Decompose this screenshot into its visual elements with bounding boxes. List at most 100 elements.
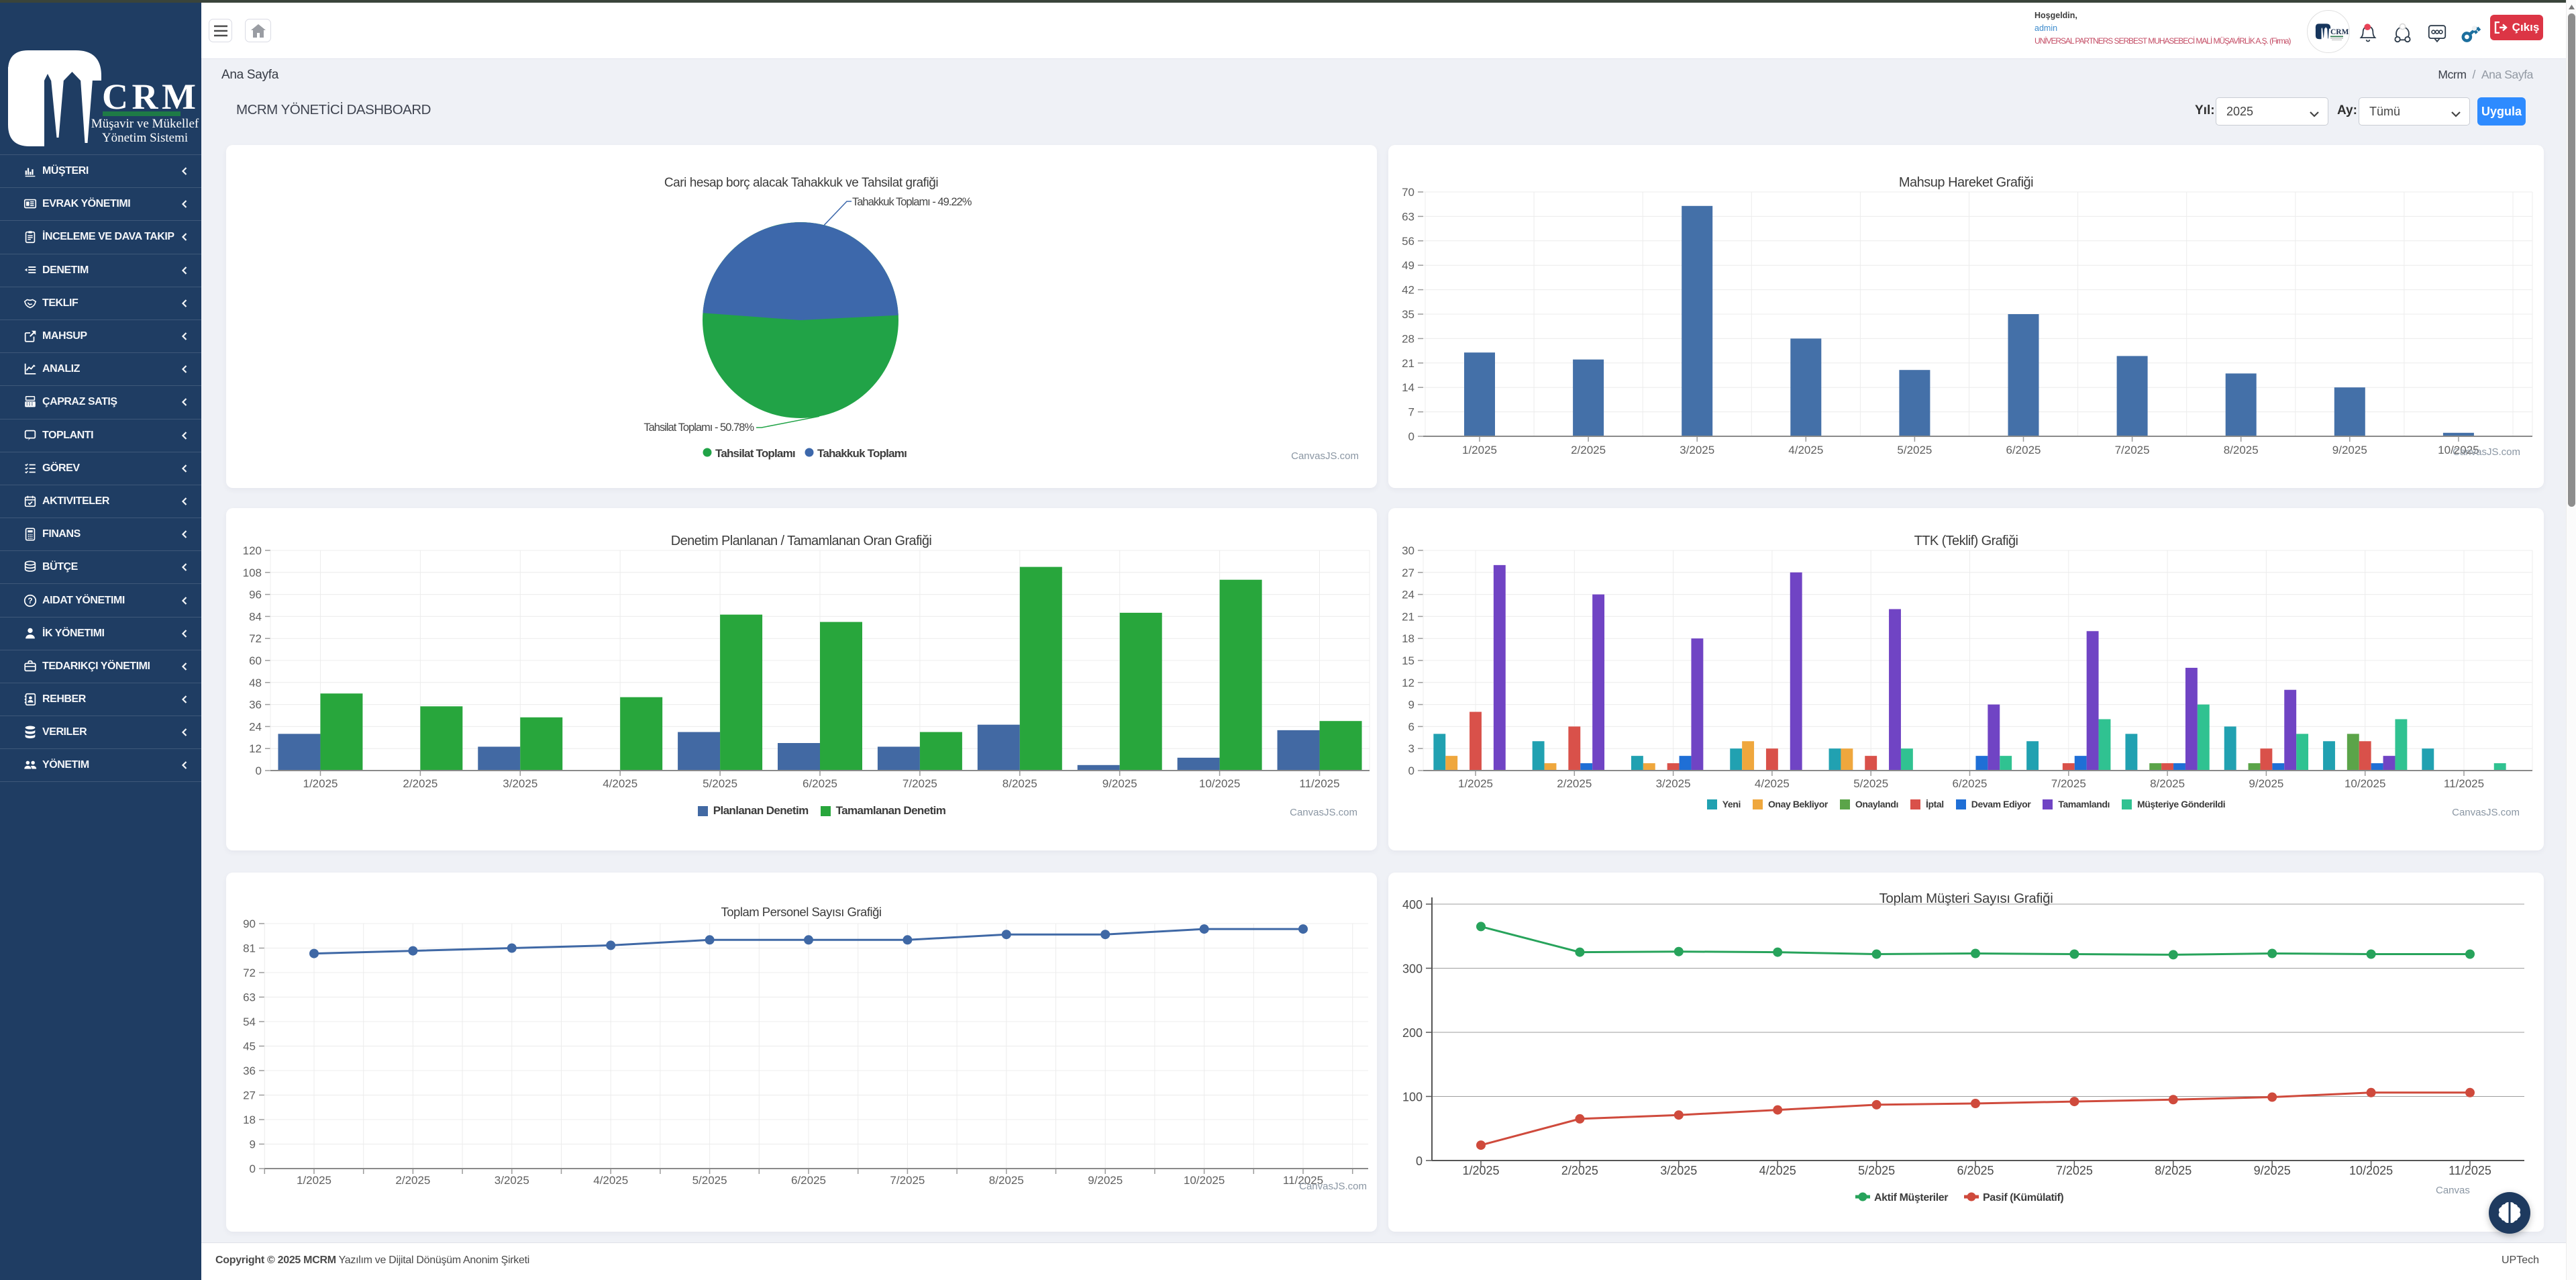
svg-text:2/2025: 2/2025 xyxy=(403,777,437,790)
svg-text:CanvasJS.com: CanvasJS.com xyxy=(2452,807,2520,818)
svg-text:2/2025: 2/2025 xyxy=(395,1174,430,1187)
svg-text:CanvasJS.com: CanvasJS.com xyxy=(1291,450,1359,462)
svg-text:9/2025: 9/2025 xyxy=(1102,777,1137,790)
svg-text:10/2025: 10/2025 xyxy=(1199,777,1240,790)
svg-text:36: 36 xyxy=(243,1065,256,1077)
svg-text:48: 48 xyxy=(249,677,262,689)
svg-text:6/2025: 6/2025 xyxy=(1953,777,1988,790)
svg-text:CanvasJS.com: CanvasJS.com xyxy=(2453,446,2520,458)
svg-text:4/2025: 4/2025 xyxy=(593,1174,628,1187)
svg-text:CanvasJS.com: CanvasJS.com xyxy=(1290,807,1357,818)
svg-text:0: 0 xyxy=(1408,430,1414,443)
svg-text:12: 12 xyxy=(249,742,262,755)
svg-text:9: 9 xyxy=(1408,699,1414,711)
svg-text:7/2025: 7/2025 xyxy=(2056,1164,2093,1177)
svg-text:18: 18 xyxy=(243,1114,256,1126)
svg-text:100: 100 xyxy=(1402,1091,1423,1104)
svg-text:5/2025: 5/2025 xyxy=(703,777,737,790)
svg-text:12: 12 xyxy=(1402,677,1414,689)
svg-text:Canvas: Canvas xyxy=(2436,1185,2470,1196)
svg-text:CRM: CRM xyxy=(2330,28,2349,36)
svg-text:7/2025: 7/2025 xyxy=(2051,777,2086,790)
svg-text:0: 0 xyxy=(250,1163,256,1175)
svg-text:6/2025: 6/2025 xyxy=(803,777,837,790)
svg-text:3/2025: 3/2025 xyxy=(495,1174,529,1187)
svg-text:24: 24 xyxy=(249,720,262,733)
svg-text:5/2025: 5/2025 xyxy=(1858,1164,1895,1177)
svg-text:7: 7 xyxy=(1408,406,1414,419)
svg-text:5/2025: 5/2025 xyxy=(692,1174,727,1187)
svg-text:36: 36 xyxy=(249,699,262,711)
svg-text:200: 200 xyxy=(1402,1026,1423,1040)
svg-text:Denetim Planlanan / Tamamlanan: Denetim Planlanan / Tamamlanan Oran Graf… xyxy=(671,534,932,548)
svg-text:Tahakkuk Toplamı - 49.22%: Tahakkuk Toplamı - 49.22% xyxy=(852,196,972,208)
svg-text:0: 0 xyxy=(1408,765,1414,777)
svg-text:9/2025: 9/2025 xyxy=(1088,1174,1123,1187)
svg-text:1/2025: 1/2025 xyxy=(297,1174,331,1187)
svg-text:11/2025: 11/2025 xyxy=(1299,777,1339,790)
svg-text:6/2025: 6/2025 xyxy=(1957,1164,1994,1177)
svg-text:11/2025: 11/2025 xyxy=(2444,777,2484,790)
svg-text:CanvasJS.com: CanvasJS.com xyxy=(1299,1181,1367,1192)
svg-text:9/2025: 9/2025 xyxy=(2254,1164,2291,1177)
svg-text:Tahsilat Toplamı: Tahsilat Toplamı xyxy=(715,447,795,460)
svg-text:21: 21 xyxy=(1402,610,1414,623)
svg-text:63: 63 xyxy=(1402,210,1414,223)
svg-text:18: 18 xyxy=(1402,632,1414,645)
svg-text:8/2025: 8/2025 xyxy=(2155,1164,2192,1177)
svg-text:Tahsilat Toplamı - 50.78%: Tahsilat Toplamı - 50.78% xyxy=(643,422,754,434)
svg-text:3/2025: 3/2025 xyxy=(1660,1164,1697,1177)
svg-text:400: 400 xyxy=(1402,898,1423,912)
svg-text:7/2025: 7/2025 xyxy=(903,777,937,790)
svg-text:3: 3 xyxy=(1408,742,1414,755)
svg-text:8/2025: 8/2025 xyxy=(1002,777,1037,790)
svg-text:56: 56 xyxy=(1402,235,1414,248)
svg-text:6/2025: 6/2025 xyxy=(791,1174,826,1187)
svg-text:4/2025: 4/2025 xyxy=(1788,444,1823,456)
svg-text:5/2025: 5/2025 xyxy=(1897,444,1932,456)
svg-text:?: ? xyxy=(28,596,32,605)
svg-text:7/2025: 7/2025 xyxy=(2115,444,2150,456)
svg-text:0: 0 xyxy=(256,765,262,777)
svg-text:Yönetim Sistemi: Yönetim Sistemi xyxy=(102,131,188,145)
svg-text:Toplam Personel Sayısı Grafiği: Toplam Personel Sayısı Grafiği xyxy=(721,905,882,919)
svg-text:5/2025: 5/2025 xyxy=(1853,777,1888,790)
svg-text:15: 15 xyxy=(1402,654,1414,667)
svg-text:54: 54 xyxy=(243,1016,256,1028)
svg-text:90: 90 xyxy=(243,918,256,930)
svg-text:81: 81 xyxy=(243,942,256,955)
svg-text:9: 9 xyxy=(250,1138,256,1151)
svg-text:21: 21 xyxy=(1402,357,1414,370)
svg-text:10/2025: 10/2025 xyxy=(2349,1164,2393,1177)
svg-text:60: 60 xyxy=(249,654,262,667)
svg-text:108: 108 xyxy=(243,567,262,579)
svg-text:8/2025: 8/2025 xyxy=(989,1174,1024,1187)
svg-text:28: 28 xyxy=(1402,332,1414,345)
svg-text:42: 42 xyxy=(1402,284,1414,297)
svg-text:1/2025: 1/2025 xyxy=(1458,777,1493,790)
svg-text:Cari hesap borç alacak Tahakku: Cari hesap borç alacak Tahakkuk ve Tahsi… xyxy=(664,176,938,190)
svg-text:6: 6 xyxy=(1408,720,1414,733)
svg-text:0: 0 xyxy=(1416,1154,1423,1168)
svg-text:6/2025: 6/2025 xyxy=(2006,444,2041,456)
svg-text:3/2025: 3/2025 xyxy=(1680,444,1714,456)
svg-text:10/2025: 10/2025 xyxy=(2345,777,2385,790)
svg-text:4/2025: 4/2025 xyxy=(603,777,637,790)
svg-text:49: 49 xyxy=(1402,259,1414,272)
svg-text:11/2025: 11/2025 xyxy=(2449,1164,2491,1177)
svg-text:70: 70 xyxy=(1402,186,1414,199)
svg-text:27: 27 xyxy=(1402,567,1414,579)
svg-text:Pasif (Kümülatif): Pasif (Kümülatif) xyxy=(1983,1192,2063,1203)
svg-text:27: 27 xyxy=(243,1089,256,1102)
svg-text:72: 72 xyxy=(249,632,262,645)
svg-text:Tahakkuk Toplamı: Tahakkuk Toplamı xyxy=(817,447,907,460)
svg-text:8/2025: 8/2025 xyxy=(2150,777,2185,790)
svg-text:2/2025: 2/2025 xyxy=(1571,444,1606,456)
svg-text:4/2025: 4/2025 xyxy=(1759,1164,1796,1177)
svg-text:1/2025: 1/2025 xyxy=(1462,1164,1499,1177)
svg-text:96: 96 xyxy=(249,589,262,601)
svg-text:9/2025: 9/2025 xyxy=(2249,777,2283,790)
svg-text:10/2025: 10/2025 xyxy=(1184,1174,1225,1187)
svg-text:45: 45 xyxy=(243,1040,256,1053)
svg-text:11/2025: 11/2025 xyxy=(1283,1174,1323,1187)
